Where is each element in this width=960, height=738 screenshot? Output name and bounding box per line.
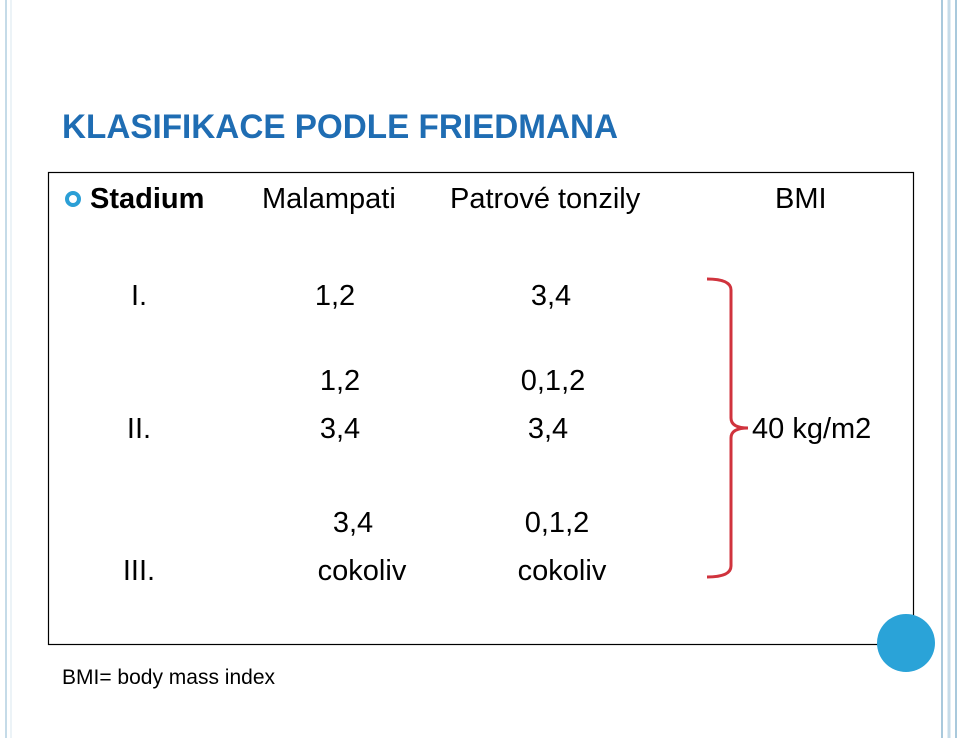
header-cell: Malampati [262,183,396,215]
decor-circle [877,614,935,672]
header-cell: BMI [775,183,827,215]
header-cell: Stadium [90,183,204,215]
bullet [65,191,81,207]
tonzily: 3,4 [528,413,568,445]
footnote: BMI= body mass index [62,666,276,689]
malampati: 3,4 [320,413,360,445]
brace [706,277,749,579]
malampati: 1,2 [320,365,360,397]
malampati: 3,4 [333,507,373,539]
tonzily: 0,1,2 [525,507,590,539]
stadium: I. [131,280,147,312]
table-frame [47,171,915,646]
header-cell: Patrové tonzily [450,183,641,215]
stadium: III. [123,555,155,587]
tonzily: 3,4 [531,280,571,312]
tonzily: 0,1,2 [521,365,586,397]
title: KLASIFIKACE PODLE FRIEDMANA [62,108,618,146]
bmi-value: 40 kg/m2 [752,413,871,445]
malampati: cokoliv [318,555,407,587]
bullet-icon [65,191,81,207]
stadium: II. [127,413,151,445]
malampati: 1,2 [315,280,355,312]
tonzily: cokoliv [518,555,607,587]
